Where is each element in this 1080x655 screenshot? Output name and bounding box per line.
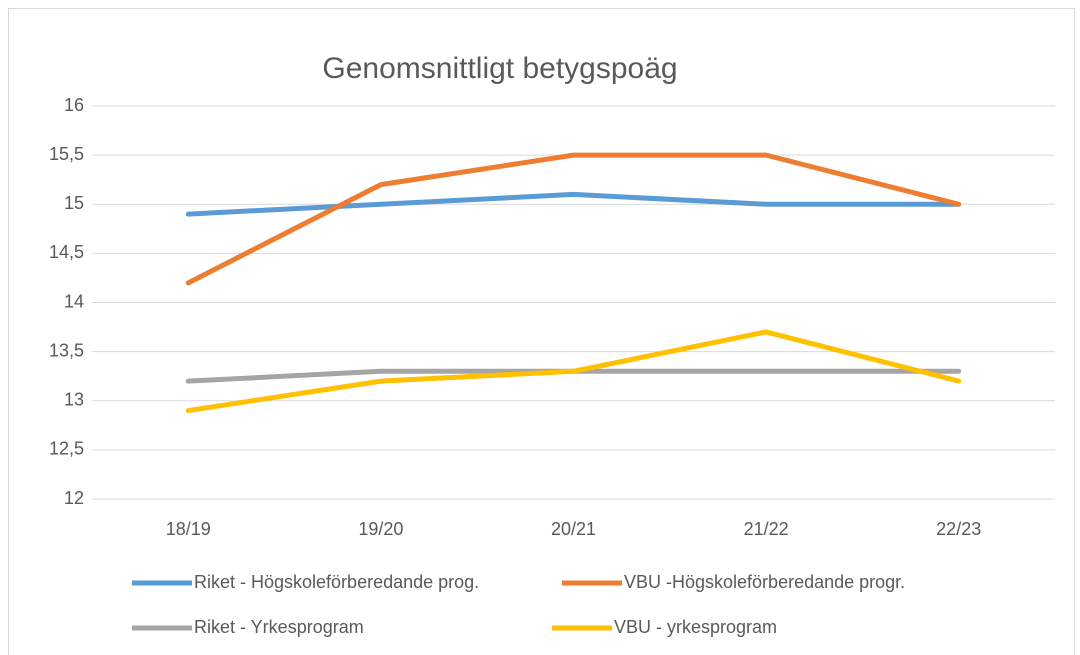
y-tick-label: 13 (64, 390, 84, 410)
y-tick-label: 12 (64, 488, 84, 508)
chart-title: Genomsnittligt betygspoäg (322, 52, 677, 85)
series-line (185, 329, 962, 414)
x-tick-label: 21/22 (744, 519, 789, 539)
series-line (185, 152, 962, 286)
legend-label: Riket - Yrkesprogram (194, 617, 364, 637)
y-tick-label: 14 (64, 291, 84, 311)
y-tick-label: 15 (64, 193, 84, 213)
y-tick-label: 14,5 (49, 242, 84, 262)
legend-label: VBU -Högskoleförberedande progr. (624, 572, 905, 592)
series-line (185, 191, 962, 217)
y-tick-label: 16 (64, 95, 84, 115)
x-tick-label: 20/21 (551, 519, 596, 539)
x-tick-label: 22/23 (936, 519, 981, 539)
chart-border (8, 8, 1075, 655)
legend-label: Riket - Högskoleförberedande prog. (194, 572, 479, 592)
y-tick-label: 13,5 (49, 340, 84, 360)
legend-label: VBU - yrkesprogram (614, 617, 777, 637)
x-tick-label: 19/20 (358, 519, 403, 539)
x-tick-label: 18/19 (166, 519, 211, 539)
y-tick-label: 15,5 (49, 144, 84, 164)
y-tick-label: 12,5 (49, 439, 84, 459)
